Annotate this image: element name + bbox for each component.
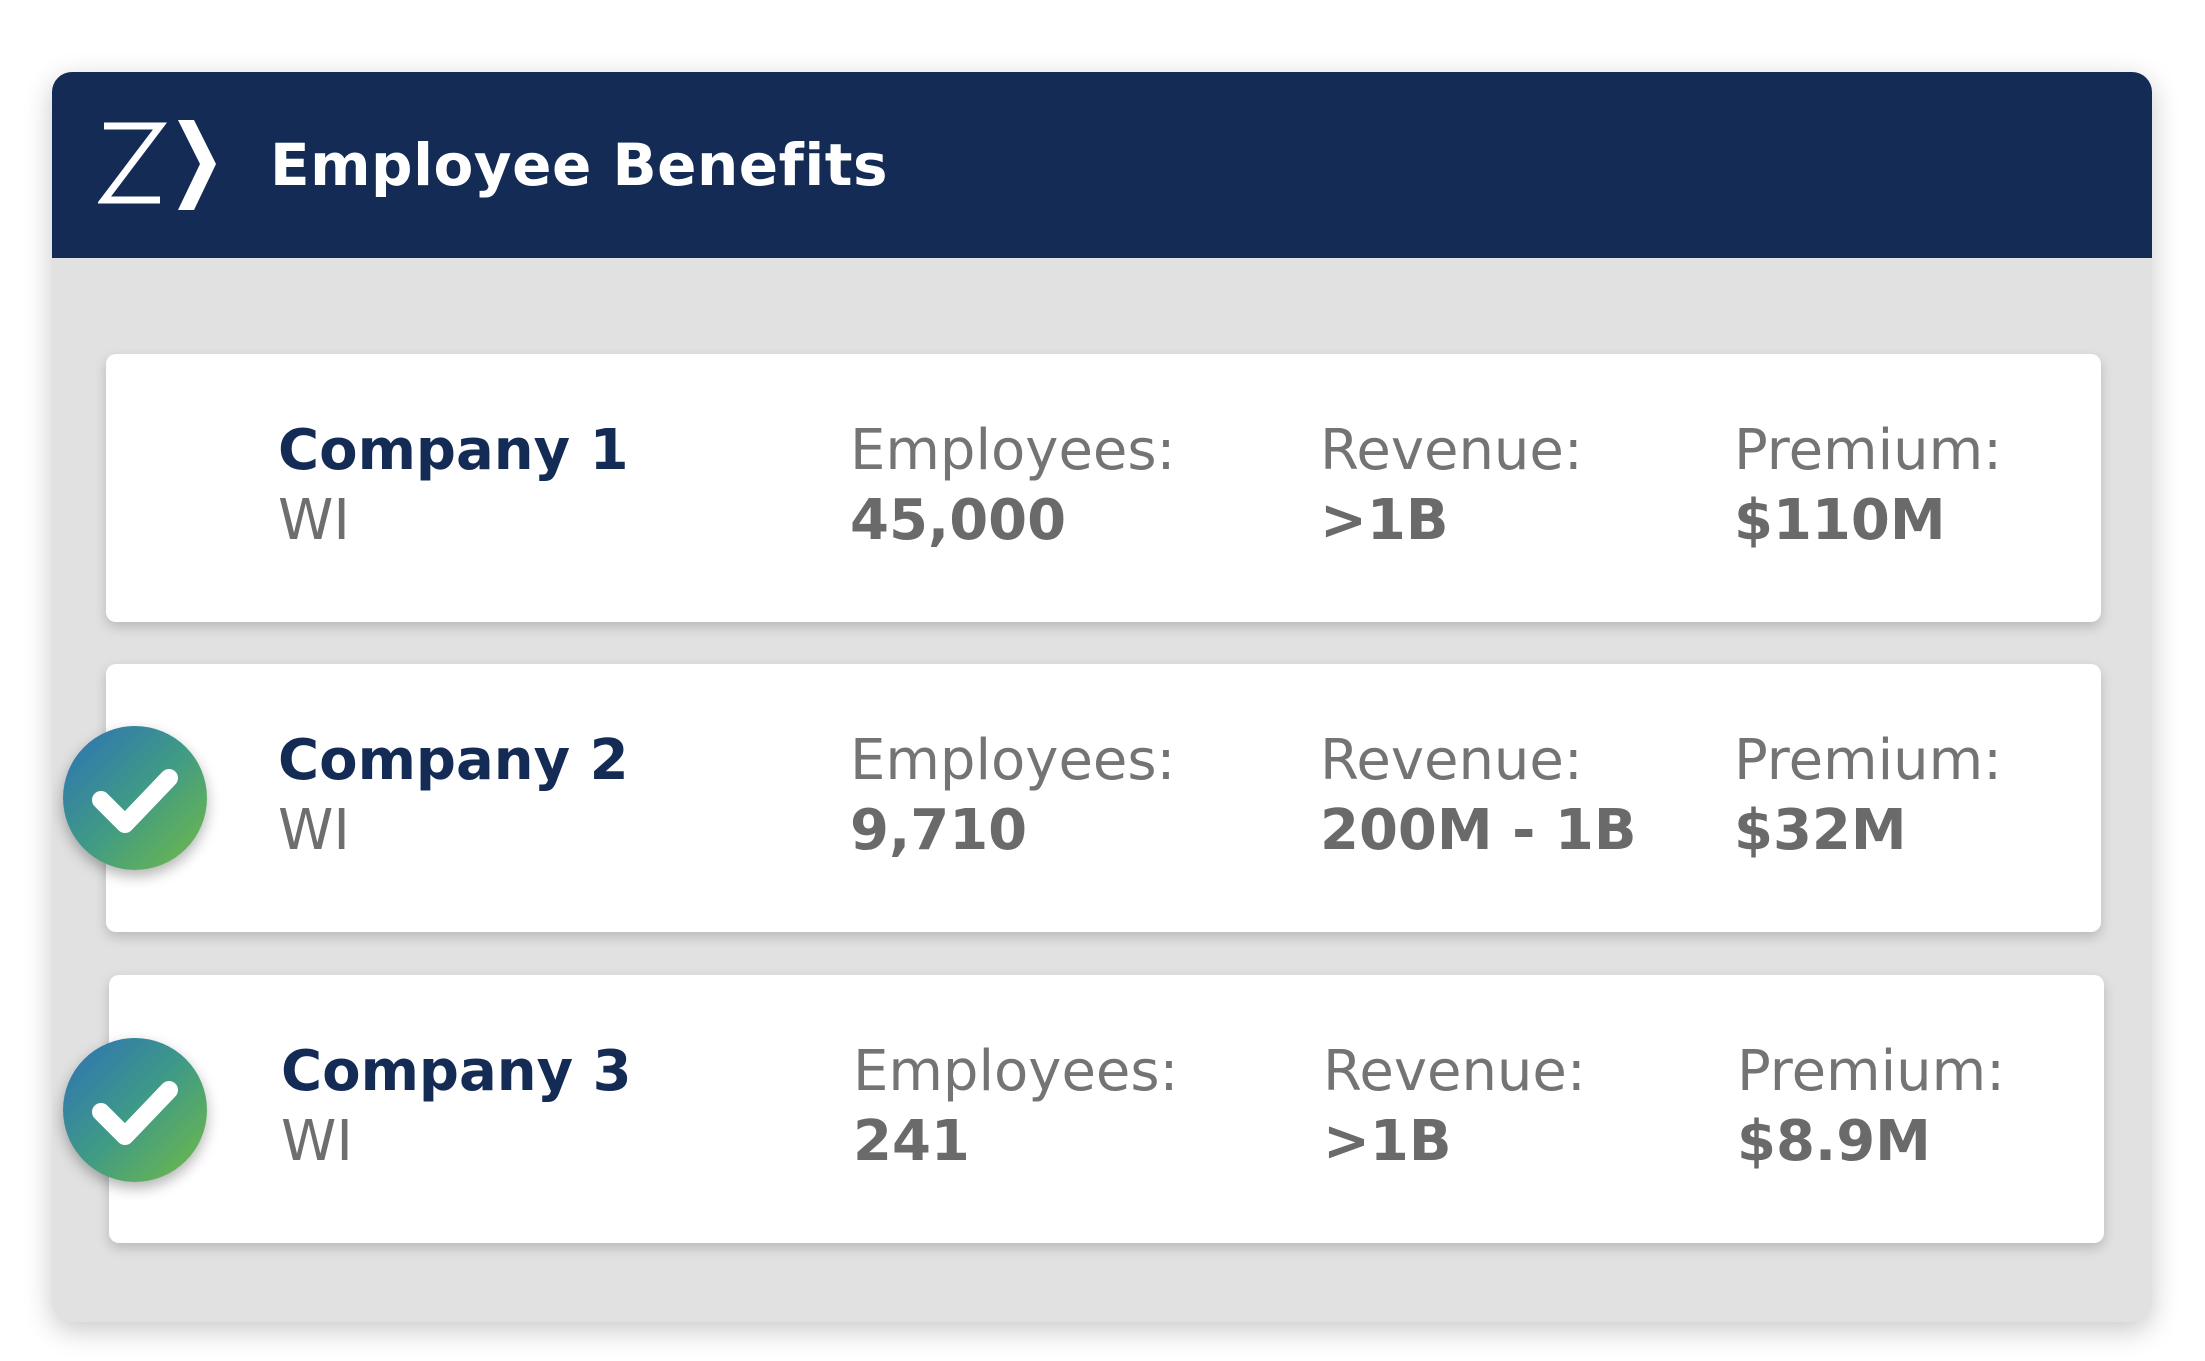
company-card-2[interactable]: Company 2 WI Employees: 9,710 Revenue: 2…: [106, 664, 2101, 932]
company-state: WI: [278, 488, 350, 553]
revenue-label: Revenue:: [1320, 728, 1583, 793]
checkmark-icon[interactable]: [63, 1038, 207, 1182]
company-name: Company 1: [278, 418, 629, 483]
z-chevron-logo-icon: [98, 120, 216, 210]
employees-field: Employees: 45,000: [850, 416, 1175, 556]
premium-label: Premium:: [1737, 1039, 2006, 1104]
employees-label: Employees:: [850, 728, 1176, 793]
revenue-value: >1B: [1320, 488, 1449, 553]
employees-field: Employees: 241: [853, 1037, 1178, 1177]
revenue-label: Revenue:: [1323, 1039, 1586, 1104]
employees-value: 9,710: [850, 798, 1028, 863]
premium-label: Premium:: [1734, 418, 2003, 483]
employees-value: 45,000: [850, 488, 1067, 553]
company-state: WI: [278, 798, 350, 863]
revenue-label: Revenue:: [1320, 418, 1583, 483]
panel-header: Employee Benefits: [52, 72, 2152, 258]
premium-field: Premium: $8.9M: [1737, 1037, 2005, 1177]
premium-field: Premium: $32M: [1734, 726, 2002, 866]
checkmark-icon[interactable]: [63, 726, 207, 870]
revenue-field: Revenue: >1B: [1320, 416, 1583, 556]
premium-value: $8.9M: [1737, 1109, 1931, 1174]
employees-label: Employees:: [853, 1039, 1179, 1104]
premium-value: $32M: [1734, 798, 1907, 863]
company-card-1[interactable]: Company 1 WI Employees: 45,000 Revenue: …: [106, 354, 2101, 622]
revenue-field: Revenue: >1B: [1323, 1037, 1586, 1177]
check-glyph-icon: [92, 1081, 178, 1145]
premium-label: Premium:: [1734, 728, 2003, 793]
employees-label: Employees:: [850, 418, 1176, 483]
revenue-value: 200M - 1B: [1320, 798, 1637, 863]
employee-benefits-panel: Employee Benefits Company 1 WI Employees…: [52, 72, 2152, 1322]
company-name: Company 3: [281, 1039, 632, 1104]
company-state: WI: [281, 1109, 353, 1174]
company-name: Company 2: [278, 728, 629, 793]
premium-value: $110M: [1734, 488, 1946, 553]
employees-field: Employees: 9,710: [850, 726, 1175, 866]
page-title: Employee Benefits: [270, 131, 889, 199]
employees-value: 241: [853, 1109, 970, 1174]
company-info: Company 1 WI: [278, 416, 629, 556]
premium-field: Premium: $110M: [1734, 416, 2002, 556]
revenue-value: >1B: [1323, 1109, 1452, 1174]
check-glyph-icon: [92, 769, 178, 833]
company-info: Company 2 WI: [278, 726, 629, 866]
company-info: Company 3 WI: [281, 1037, 632, 1177]
company-card-3[interactable]: Company 3 WI Employees: 241 Revenue: >1B…: [109, 975, 2104, 1243]
revenue-field: Revenue: 200M - 1B: [1320, 726, 1637, 866]
